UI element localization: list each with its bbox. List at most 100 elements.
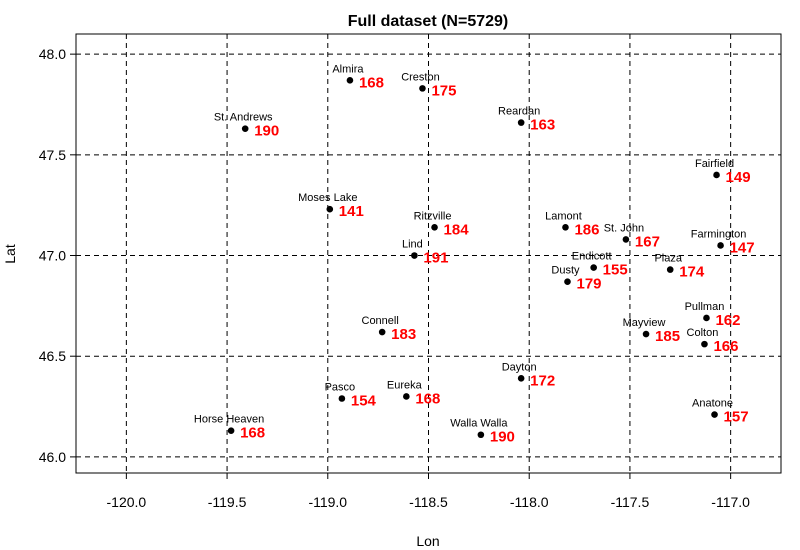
site-value-label: 190	[490, 429, 515, 446]
data-point	[477, 431, 485, 439]
site-value-label: 186	[574, 221, 599, 238]
site-value-label: 175	[431, 82, 456, 99]
site-value-label: 157	[724, 409, 749, 426]
data-point	[326, 205, 334, 213]
site-value-label: 179	[576, 276, 601, 293]
site-name-label: Reardan	[498, 106, 540, 118]
y-tick-label: 47.0	[39, 248, 66, 264]
site-name-label: St. Andrews	[214, 112, 273, 124]
site-name-label: Moses Lake	[298, 192, 357, 204]
data-point	[642, 330, 650, 338]
site-name-label: Walla Walla	[450, 418, 508, 430]
data-point	[590, 264, 597, 271]
site-value-label: 172	[530, 372, 555, 389]
site-value-label: 147	[730, 239, 755, 256]
data-point	[517, 375, 525, 382]
site-name-label: St. John	[604, 222, 644, 234]
x-tick-label: -119.0	[308, 494, 347, 510]
x-tick-label: -117.0	[711, 494, 750, 510]
site-value-label: 184	[444, 221, 470, 238]
data-point	[419, 85, 426, 92]
site-value-label: 163	[530, 117, 555, 134]
data-point	[717, 242, 724, 249]
x-tick-label: -120.0	[107, 494, 147, 510]
site-value-label: 185	[655, 328, 680, 345]
site-value-label: 149	[726, 169, 751, 186]
site-value-label: 155	[603, 262, 628, 279]
site-value-label: 141	[339, 203, 364, 220]
site-value-label: 168	[415, 390, 440, 407]
site-name-label: Anatone	[692, 398, 733, 410]
x-axis-label: Lon	[416, 533, 439, 549]
site-value-label: 183	[391, 326, 416, 343]
site-name-label: Colton	[687, 327, 719, 339]
site-name-label: Endicott	[572, 251, 612, 263]
site-value-label: 166	[713, 338, 738, 355]
data-point	[713, 171, 720, 179]
x-tick-label: -118.0	[510, 494, 549, 510]
data-point	[622, 236, 630, 243]
x-axis: -120.0 -119.5 -119.0 -118.5 -118.0 -117.5 -117…	[107, 473, 750, 510]
site-name-label: Dusty	[551, 265, 580, 277]
site-value-label: 167	[635, 233, 660, 250]
site-name-label: Creston	[401, 71, 440, 83]
grid	[76, 34, 781, 473]
data-point	[711, 411, 718, 418]
data-point	[431, 224, 438, 231]
site-name-label: Plaza	[654, 253, 682, 265]
site-value-label: 154	[351, 392, 377, 409]
y-tick-label: 47.5	[39, 147, 66, 163]
data-point	[703, 314, 710, 322]
data-point	[564, 278, 571, 285]
site-name-label: Dayton	[502, 361, 537, 373]
data-point	[666, 266, 674, 273]
site-value-label: 162	[715, 312, 740, 329]
x-tick-label: -118.5	[409, 494, 448, 510]
data-point	[227, 427, 235, 435]
data-point	[517, 119, 525, 126]
data-point	[701, 340, 708, 348]
y-tick-label: 46.0	[39, 449, 66, 465]
data-point	[403, 393, 410, 400]
site-name-label: Lamont	[545, 210, 582, 222]
site-value-label: 190	[254, 123, 279, 140]
y-axis-label: Lat	[2, 244, 18, 264]
data-point	[241, 125, 249, 132]
data-point	[562, 224, 569, 231]
x-tick-label: -119.5	[208, 494, 247, 510]
site-value-label: 168	[240, 425, 265, 442]
site-name-label: Pullman	[685, 301, 725, 313]
data-point	[411, 252, 418, 259]
site-name-label: Farmington	[691, 228, 747, 240]
x-tick-label: -117.5	[611, 494, 650, 510]
site-name-label: Fairfield	[695, 158, 734, 170]
data-point	[346, 77, 354, 84]
site-name-label: Lind	[402, 239, 423, 251]
site-name-label: Connell	[362, 315, 399, 327]
data-point	[338, 395, 346, 402]
data-point	[378, 328, 386, 336]
y-tick-label: 46.5	[39, 348, 66, 364]
site-name-label: Horse Heaven	[194, 414, 264, 426]
y-axis: 46.0 46.5 47.0 47.5 48.0	[39, 46, 76, 465]
